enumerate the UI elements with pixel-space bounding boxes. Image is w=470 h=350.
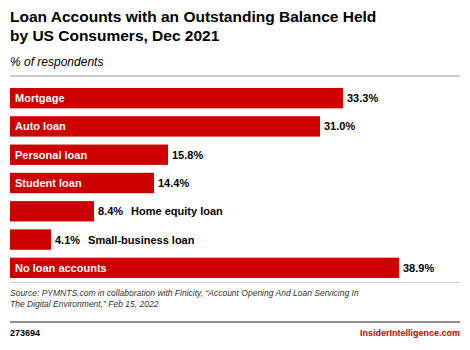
- footer-divider: [10, 322, 460, 323]
- category-label: Student loan: [15, 177, 82, 189]
- footer-left: 273694: [10, 328, 40, 338]
- divider: [10, 76, 460, 77]
- data-label: 8.4%: [98, 205, 123, 217]
- title: Loan Accounts with an Outstanding Balanc…: [10, 8, 376, 44]
- category-label: Personal loan: [15, 149, 87, 161]
- bar: [10, 88, 343, 108]
- category-label: Home equity loan: [131, 205, 223, 217]
- bar: [10, 258, 399, 278]
- labels: Mortgage 33.3% Auto loan 31.0% Personal loan…: [15, 92, 434, 274]
- footer-right: InsiderIntelligence.com: [360, 328, 460, 338]
- bar: [10, 229, 51, 249]
- category-label: Small-business loan: [88, 234, 195, 246]
- subtitle: % of respondents: [10, 55, 103, 69]
- source: Source: PYMNTS.com in collaboration with…: [10, 288, 359, 309]
- category-label: Mortgage: [15, 92, 65, 104]
- chart: Loan Accounts with an Outstanding Balanc…: [0, 0, 470, 350]
- category-label: No loan accounts: [15, 262, 107, 274]
- bar: [10, 173, 154, 193]
- bar: [10, 145, 168, 165]
- data-label: 33.3%: [347, 92, 378, 104]
- bars: [10, 88, 399, 278]
- bar: [10, 201, 94, 221]
- data-label: 31.0%: [324, 120, 355, 132]
- axis-line: [10, 282, 460, 283]
- background: [0, 0, 470, 350]
- data-label: 15.8%: [172, 149, 203, 161]
- data-label: 4.1%: [55, 234, 80, 246]
- bar: [10, 116, 320, 136]
- data-label: 14.4%: [158, 177, 189, 189]
- data-label: 38.9%: [403, 262, 434, 274]
- category-label: Auto loan: [15, 120, 66, 132]
